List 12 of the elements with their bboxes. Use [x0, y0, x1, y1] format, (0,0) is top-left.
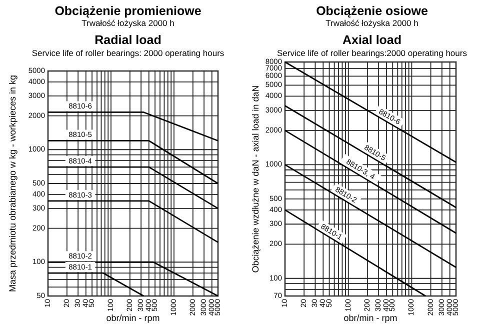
- y-axis-title: Masa przedmiotu obrabianego w kg - workpieces in kg: [7, 74, 18, 292]
- x-axis-title: obr/min - rpm: [344, 313, 398, 323]
- text: Service life of roller bearings:2000 operating hours: [277, 48, 467, 58]
- chart-title: Obciążenie promieniowe: [54, 4, 202, 18]
- chart-subtitle: Trwałość łożyska 2000 h: [82, 18, 175, 28]
- chart-title: Obciążenie osiowe: [316, 4, 428, 18]
- text: Service life of roller bearings: 2000 operating hours: [32, 48, 224, 58]
- text: Axial load: [342, 33, 402, 47]
- y-axis-title: Obciążenie wzdłużne w daN - axial load in daN: [250, 85, 260, 273]
- text: Radial load: [94, 33, 162, 47]
- chart-subtitle: Trwałość łożyska 2000 h: [326, 18, 419, 28]
- x-axis-title: obr/min - rpm: [106, 313, 160, 323]
